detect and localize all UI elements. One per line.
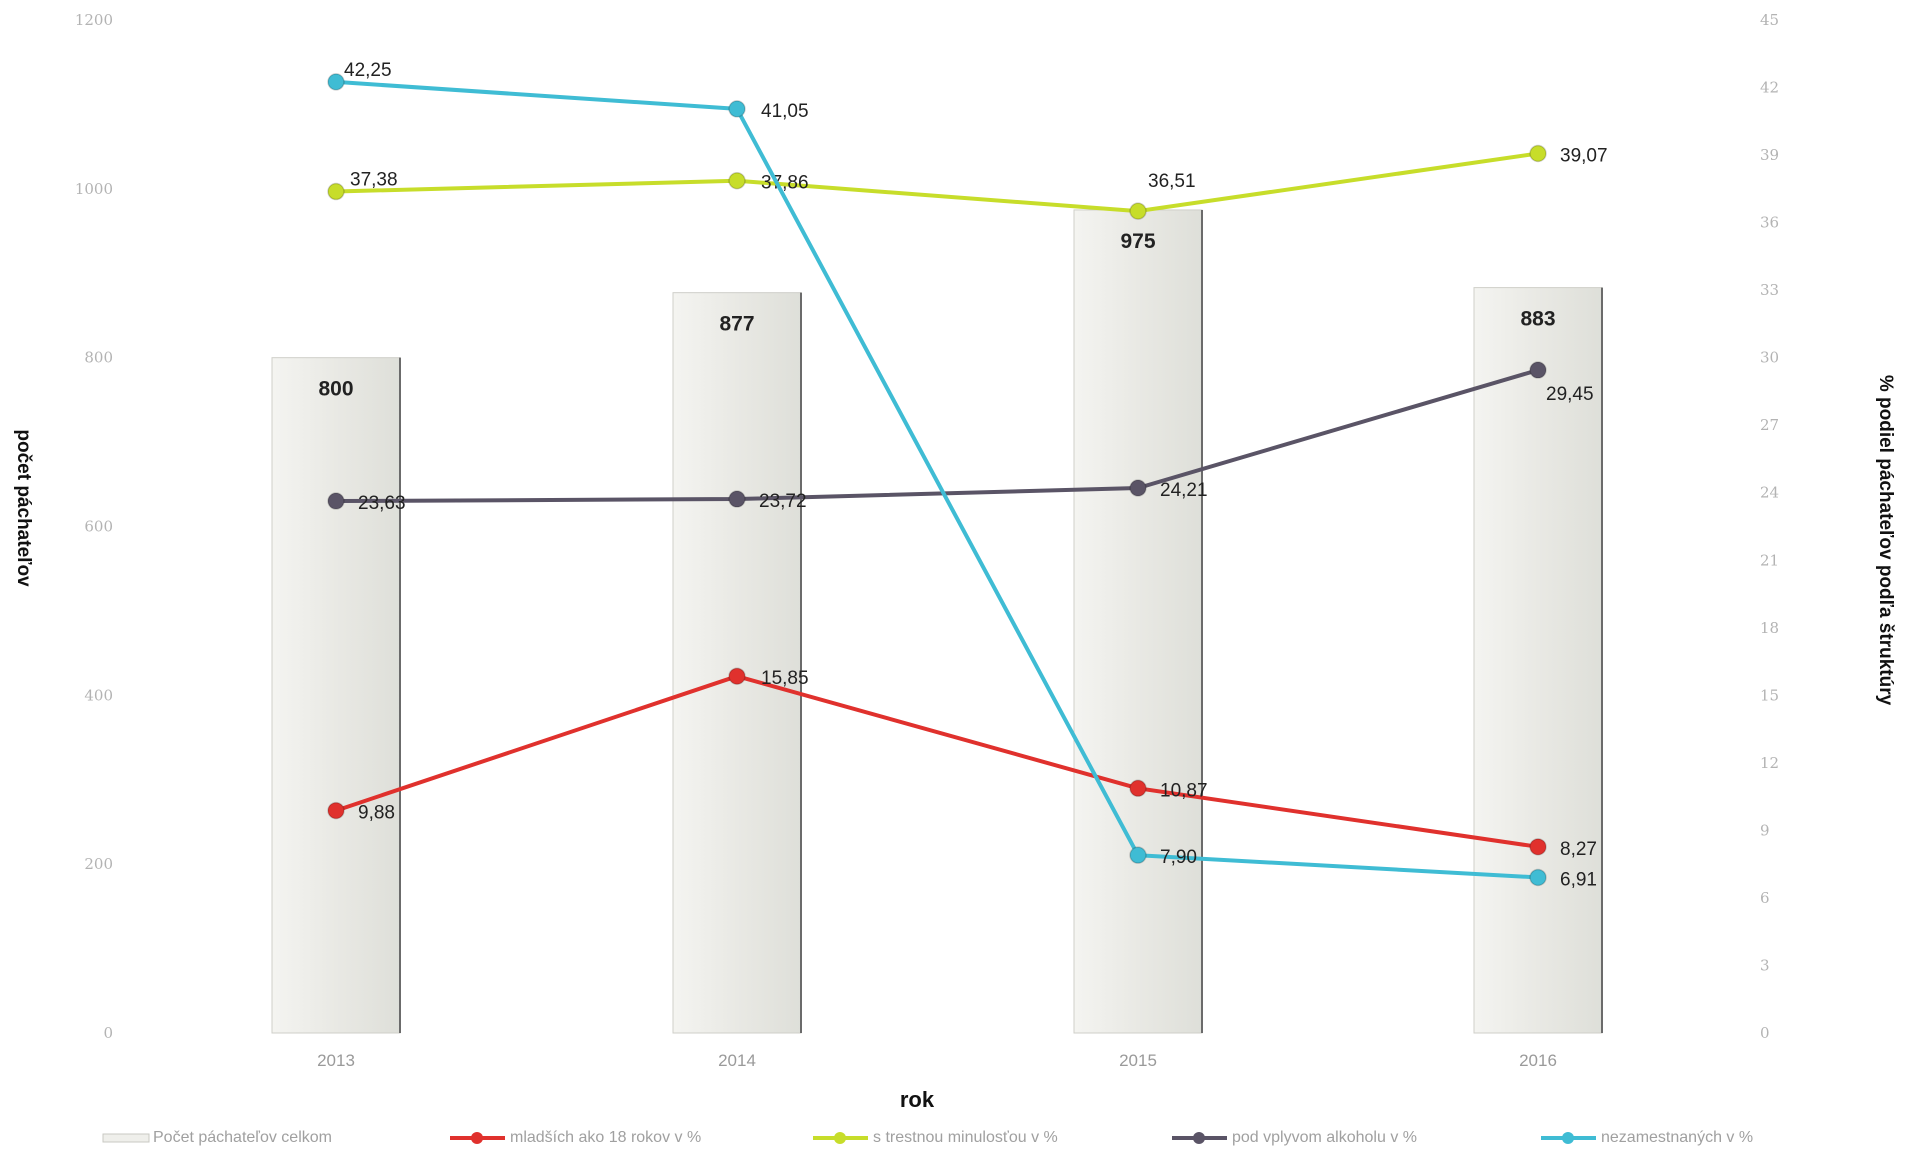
series-line: [335, 674, 1539, 849]
y-right-tick-label: 0: [1760, 1024, 1770, 1042]
data-point: [728, 100, 746, 118]
series-line: [335, 151, 1539, 214]
bar: [1073, 209, 1203, 1034]
bar-value-label: 877: [719, 313, 754, 336]
data-label: 37,38: [350, 170, 398, 191]
data-point: [327, 73, 345, 91]
y-right-tick-label: 39: [1760, 146, 1779, 164]
data-label: 41,05: [761, 101, 809, 122]
data-label: 7,90: [1160, 847, 1197, 868]
data-point: [1129, 779, 1147, 798]
data-point: [728, 667, 746, 685]
data-point: [1529, 838, 1547, 856]
x-tick-label: 2016: [1519, 1051, 1557, 1070]
legend-label: s trestnou minulosťou v %: [873, 1129, 1058, 1146]
y-right-tick-label: 12: [1760, 754, 1779, 772]
legend-label: Počet páchateľov celkom: [153, 1129, 332, 1146]
y-left-tick-label: 800: [84, 349, 113, 367]
data-label: 37,86: [761, 173, 809, 194]
y-right-tick-label: 36: [1760, 214, 1779, 232]
y-right-tick-label: 21: [1760, 551, 1779, 569]
y-right-tick-label: 27: [1760, 416, 1779, 434]
data-label: 24,21: [1160, 480, 1208, 501]
data-point: [1529, 361, 1547, 379]
y-right-tick-label: 9: [1760, 821, 1770, 839]
y-left-tick-label: 1200: [75, 11, 113, 29]
data-point: [327, 801, 345, 820]
series-line: [335, 79, 1539, 880]
legend-label: nezamestnaných v %: [1601, 1129, 1753, 1146]
bar: [271, 357, 401, 1034]
data-label: 10,87: [1160, 780, 1208, 801]
y-left-tick-label: 600: [84, 518, 113, 536]
y-right-tick-label: 3: [1760, 956, 1770, 974]
data-point: [327, 182, 345, 201]
data-point: [1129, 202, 1147, 220]
y-right-tick-label: 24: [1760, 484, 1779, 502]
y-right-tick-label: 33: [1760, 281, 1779, 299]
data-point: [728, 171, 746, 190]
data-label: 15,85: [761, 668, 809, 689]
y-left-tick-label: 200: [84, 855, 113, 873]
y-axis-right-title: % podiel páchateľov podľa štruktúry: [1875, 375, 1896, 706]
legend-swatch-marker: [471, 1132, 483, 1144]
legend-swatch-marker: [1193, 1132, 1205, 1144]
data-label: 39,07: [1560, 145, 1608, 166]
data-label: 36,51: [1148, 171, 1196, 192]
legend-swatch-bars: [102, 1133, 150, 1143]
y-left-tick-label: 0: [103, 1024, 113, 1042]
legend-label: pod vplyvom alkoholu v %: [1232, 1129, 1417, 1146]
y-right-tick-label: 45: [1760, 11, 1779, 29]
ticks-layer: 0200400600800100012000369121518212427303…: [75, 11, 1779, 1070]
y-left-tick-label: 1000: [75, 180, 113, 198]
lines-layer: 9,88 15,85 10,87 8,27 37,38 37,86 36,51 39,07 23…: [327, 60, 1608, 890]
y-right-tick-label: 30: [1760, 349, 1779, 367]
data-point: [1529, 868, 1547, 887]
bar-value-label: 800: [318, 378, 353, 401]
y-right-tick-label: 18: [1760, 619, 1779, 637]
data-label: 23,72: [759, 491, 807, 512]
data-label: 29,45: [1546, 384, 1594, 405]
x-tick-label: 2015: [1119, 1051, 1157, 1070]
data-point: [1129, 479, 1147, 497]
y-left-tick-label: 400: [84, 686, 113, 704]
legend: Počet páchateľov celkom mladších ako 18 r…: [102, 1129, 1753, 1146]
legend-swatch-marker: [834, 1132, 846, 1144]
data-label: 8,27: [1560, 839, 1597, 860]
y-right-tick-label: 6: [1760, 889, 1770, 907]
bar-value-label: 883: [1520, 308, 1555, 331]
legend-label: mladších ako 18 rokov v %: [510, 1129, 701, 1146]
y-right-tick-label: 42: [1760, 79, 1779, 97]
data-label: 42,25: [344, 60, 392, 81]
data-point: [1129, 846, 1147, 864]
series-line: [335, 368, 1539, 504]
y-right-tick-label: 15: [1760, 686, 1779, 704]
x-axis-title: rok: [900, 1087, 935, 1112]
data-point: [1529, 144, 1547, 163]
x-tick-label: 2013: [317, 1051, 355, 1070]
data-label: 9,88: [358, 803, 395, 824]
data-point: [327, 492, 345, 510]
y-axis-left-title: počet páchateľov: [13, 429, 34, 587]
data-label: 6,91: [1560, 869, 1597, 890]
legend-swatch-marker: [1562, 1132, 1574, 1144]
bars-layer: 800 877 975 883: [271, 209, 1603, 1034]
bar-value-label: 975: [1120, 230, 1155, 253]
data-point: [728, 490, 746, 508]
bar: [1473, 287, 1603, 1034]
bar: [672, 292, 802, 1034]
x-tick-label: 2014: [718, 1051, 756, 1070]
data-label: 23,63: [358, 493, 406, 514]
